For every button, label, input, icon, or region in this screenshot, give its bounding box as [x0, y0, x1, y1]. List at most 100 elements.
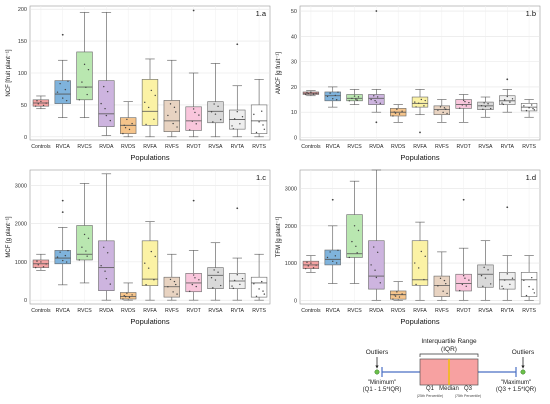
sample-point: [353, 225, 356, 227]
sample-point: [172, 291, 174, 293]
sample-point: [87, 237, 90, 239]
sample-point: [236, 111, 238, 113]
legend-q3-note: (75th Percentile): [455, 394, 481, 398]
y-axis-label: NCF [fruit plant⁻¹]: [6, 49, 12, 97]
sample-point: [83, 233, 86, 236]
sample-point: [45, 263, 47, 265]
y-tick-label: 1000: [15, 260, 27, 266]
sample-point: [100, 102, 102, 105]
sample-point: [81, 246, 83, 248]
x-tick-label: RVFS: [435, 144, 449, 150]
box-rvds: [390, 104, 407, 123]
sample-point: [167, 286, 169, 288]
x-tick-label: RVFS: [165, 144, 179, 150]
x-tick-label: RVOT: [186, 308, 201, 314]
sample-point: [509, 283, 511, 286]
sample-point: [191, 283, 194, 286]
sample-point: [310, 91, 312, 94]
sample-point: [443, 107, 446, 109]
box-rvsa: [477, 240, 494, 301]
sample-point: [465, 285, 467, 287]
x-tick-label: RVOT: [456, 308, 471, 314]
sample-point: [154, 94, 156, 97]
sample-point: [356, 252, 358, 254]
box-rvta: [229, 257, 246, 301]
outlier-point: [462, 198, 465, 201]
sample-point: [442, 111, 444, 114]
sample-point: [100, 265, 102, 267]
outlier-point: [506, 78, 509, 81]
y-axis-label: TFM [g plant⁻¹]: [276, 216, 282, 257]
sample-point: [376, 96, 379, 98]
sample-point: [374, 269, 376, 271]
sample-point: [332, 97, 334, 100]
x-tick-label: RVDA: [99, 144, 114, 150]
sample-point: [414, 262, 416, 264]
x-tick-label: RVSA: [478, 144, 493, 150]
x-tick-label: RVSA: [208, 308, 223, 314]
sample-point: [307, 92, 309, 95]
x-tick-label: RVCA: [56, 308, 71, 314]
sample-point: [417, 102, 420, 104]
outlier-point: [61, 199, 64, 202]
x-axis-label: Populations: [400, 153, 439, 162]
iqr-box: [368, 94, 385, 105]
sample-point: [217, 105, 219, 108]
box-controls: [32, 95, 50, 110]
sample-point: [154, 255, 156, 258]
box-rvca: [54, 227, 71, 286]
iqr-box: [411, 96, 429, 108]
x-tick-label: RVDS: [391, 144, 406, 150]
box-controls: [302, 255, 320, 273]
iqr-box: [76, 51, 93, 101]
sample-point: [239, 123, 241, 125]
x-tick-label: Controls: [31, 308, 51, 314]
sample-point: [462, 99, 465, 102]
sample-point: [167, 114, 169, 117]
sample-point: [105, 277, 108, 280]
sample-point: [439, 277, 442, 280]
sample-point: [357, 96, 360, 98]
y-axis-label: MCF [g plant⁻¹]: [6, 216, 12, 258]
x-tick-label: RVFA: [413, 144, 427, 150]
box-rvds: [120, 282, 137, 301]
sample-point: [62, 97, 64, 99]
sample-point: [40, 100, 42, 103]
box-rvot: [185, 72, 202, 138]
y-tick-label: 30: [291, 60, 297, 66]
sample-point: [56, 91, 59, 93]
x-tick-label: RVTS: [522, 144, 536, 150]
sample-point: [335, 98, 338, 101]
sample-point: [370, 98, 372, 101]
y-tick-label: 50: [291, 9, 297, 15]
outlier-point: [375, 10, 378, 12]
x-tick-label: RVCA: [326, 308, 341, 314]
box-rvcs: [76, 183, 93, 284]
legend-maximum-formula: (Q3 + 1.5*IQR): [496, 387, 536, 393]
sample-point: [42, 104, 45, 107]
sample-point: [398, 296, 401, 298]
sample-point: [379, 102, 381, 104]
sample-point: [489, 283, 492, 285]
sample-point: [176, 293, 178, 295]
sample-point: [253, 113, 255, 116]
sample-point: [487, 103, 489, 105]
sample-point: [191, 120, 194, 122]
sample-point: [123, 124, 125, 127]
sample-point: [357, 229, 360, 232]
sample-point: [255, 295, 258, 298]
box-rvds: [120, 101, 137, 138]
sample-point: [126, 292, 128, 294]
x-tick-label: RVTA: [231, 144, 245, 150]
box-rvfa: [141, 58, 159, 138]
sample-point: [217, 271, 219, 273]
sample-point: [394, 112, 397, 114]
sample-point: [195, 123, 197, 125]
sample-point: [219, 284, 222, 287]
sample-point: [45, 102, 47, 104]
sample-point: [169, 103, 172, 105]
iqr-box: [54, 80, 71, 104]
box-rvfs: [433, 99, 450, 123]
sample-point: [85, 86, 87, 89]
box-rvts: [250, 253, 268, 301]
